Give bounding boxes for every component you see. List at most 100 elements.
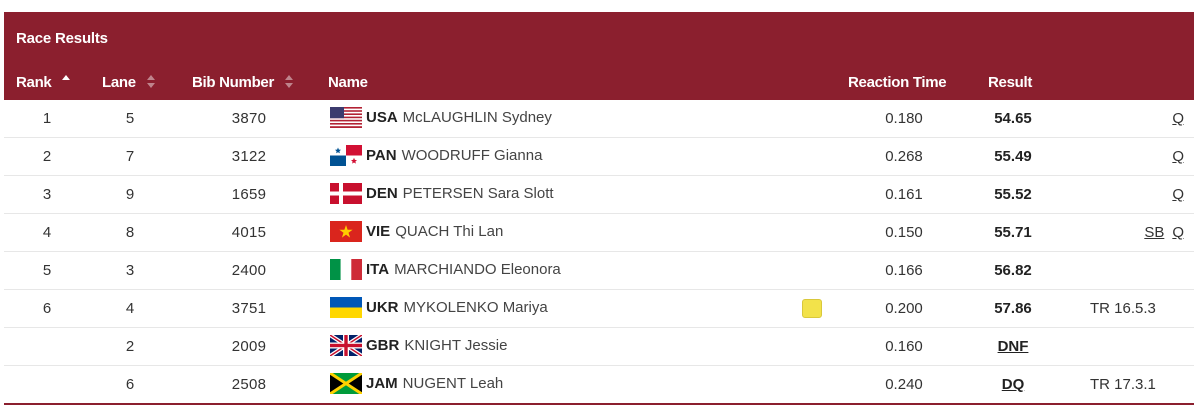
athlete-name[interactable]: MYKOLENKO Mariya — [403, 299, 548, 316]
top-spacer — [0, 0, 1200, 12]
table-row[interactable]: 6 4 3751 UKR MYKOLENKO Mariya 0.200 57.8… — [4, 290, 1194, 328]
result-cell: 54.65 — [994, 110, 1032, 127]
rank-cell: 3 — [42, 186, 52, 203]
rank-cell: 1 — [42, 110, 52, 127]
qualified-mark: Q — [1172, 224, 1184, 241]
vie-flag-icon — [330, 221, 362, 242]
athlete-name[interactable]: McLAUGHLIN Sydney — [402, 109, 552, 126]
result-cell[interactable]: DNF — [997, 338, 1029, 355]
column-header-rank[interactable]: Rank — [16, 74, 71, 91]
qualification-cell: SB Q — [1084, 224, 1184, 241]
athlete-name-cell[interactable]: ITA MARCHIANDO Eleonora — [330, 259, 561, 280]
result-cell: 57.86 — [994, 300, 1032, 317]
athlete-name-cell[interactable]: JAM NUGENT Leah — [330, 373, 503, 394]
results-header: Race Results Rank Lane Bib Number Name R… — [4, 12, 1194, 100]
lane-cell: 7 — [125, 148, 135, 165]
athlete-name[interactable]: KNIGHT Jessie — [404, 337, 508, 354]
rank-cell: 4 — [42, 224, 52, 241]
result-cell: 56.82 — [994, 262, 1032, 279]
athlete-name[interactable]: WOODRUFF Gianna — [401, 147, 543, 164]
table-row[interactable]: 3 9 1659 DEN PETERSEN Sara Slott 0.161 5… — [4, 176, 1194, 214]
bib-cell: 3122 — [231, 148, 267, 165]
column-headers: Rank Lane Bib Number Name Reaction Time … — [4, 70, 1194, 100]
results-table-body: 1 5 3870 USA McLAUGHLIN Sydney 0.180 54.… — [4, 100, 1194, 405]
lane-cell: 9 — [125, 186, 135, 203]
athlete-name[interactable]: NUGENT Leah — [402, 375, 504, 392]
result-cell[interactable]: DQ — [1001, 376, 1025, 393]
reaction-time-cell: 0.180 — [885, 110, 923, 127]
ita-flag-icon — [330, 259, 362, 280]
table-title: Race Results — [16, 30, 108, 47]
ukr-flag-icon — [330, 297, 362, 318]
lane-cell: 6 — [125, 376, 135, 393]
jam-flag-icon — [330, 373, 362, 394]
season-best-mark: SB — [1144, 224, 1165, 241]
athlete-name-cell[interactable]: VIE QUACH Thi Lan — [330, 221, 503, 242]
reaction-time-cell: 0.166 — [885, 262, 923, 279]
qualification-cell: Q — [1084, 148, 1184, 165]
noc-code: PAN — [366, 147, 397, 164]
pan-flag-icon — [330, 145, 362, 166]
lane-cell: 8 — [125, 224, 135, 241]
sort-icon[interactable] — [146, 75, 156, 89]
athlete-name[interactable]: MARCHIANDO Eleonora — [394, 261, 561, 278]
noc-code: VIE — [366, 223, 391, 240]
table-row[interactable]: 1 5 3870 USA McLAUGHLIN Sydney 0.180 54.… — [4, 100, 1194, 138]
column-header-reaction-time[interactable]: Reaction Time — [848, 74, 947, 91]
athlete-name-cell[interactable]: DEN PETERSEN Sara Slott — [330, 183, 554, 204]
result-cell: 55.71 — [994, 224, 1032, 241]
column-header-lane[interactable]: Lane — [102, 74, 156, 91]
reaction-time-cell: 0.268 — [885, 148, 923, 165]
rule-note: TR 17.3.1 — [1090, 376, 1156, 393]
bib-cell: 3870 — [231, 110, 267, 127]
den-flag-icon — [330, 183, 362, 204]
result-cell: 55.49 — [994, 148, 1032, 165]
athlete-name[interactable]: QUACH Thi Lan — [395, 223, 504, 240]
rank-cell: 5 — [42, 262, 52, 279]
table-row[interactable]: 2 2009 GBR KNIGHT Jessie 0. — [4, 328, 1194, 366]
noc-code: DEN — [366, 185, 398, 202]
noc-code: USA — [366, 109, 398, 126]
table-row[interactable]: 5 3 2400 ITA MARCHIANDO Eleonora 0.166 5… — [4, 252, 1194, 290]
column-header-name[interactable]: Name — [328, 74, 368, 91]
rank-cell: 6 — [42, 300, 52, 317]
bib-cell: 4015 — [231, 224, 267, 241]
athlete-name-cell[interactable]: UKR MYKOLENKO Mariya — [330, 297, 548, 318]
bib-cell: 2009 — [231, 338, 267, 355]
column-header-result[interactable]: Result — [988, 74, 1032, 91]
qualification-cell: Q — [1084, 110, 1184, 127]
column-header-result-label: Result — [988, 74, 1033, 91]
reaction-time-cell: 0.240 — [885, 376, 923, 393]
table-row[interactable]: 6 2508 JAM NUGENT Leah 0.240 DQ TR 17.3.… — [4, 366, 1194, 405]
gbr-flag-icon — [330, 335, 362, 356]
qualified-mark: Q — [1172, 148, 1184, 165]
column-header-bib[interactable]: Bib Number — [192, 74, 294, 91]
column-header-name-label: Name — [328, 74, 368, 91]
bib-cell: 3751 — [231, 300, 267, 317]
lane-cell: 2 — [125, 338, 135, 355]
yellow-card-icon — [802, 299, 822, 318]
qualification-cell: Q — [1084, 186, 1184, 203]
lane-cell: 4 — [125, 300, 135, 317]
column-header-reaction-label: Reaction Time — [848, 74, 947, 91]
noc-code: UKR — [366, 299, 399, 316]
column-header-lane-label: Lane — [102, 74, 136, 91]
reaction-time-cell: 0.200 — [885, 300, 923, 317]
table-row[interactable]: 4 8 4015 VIE QUACH Thi Lan 0.150 55.71 S… — [4, 214, 1194, 252]
sort-ascending-icon[interactable] — [61, 75, 71, 89]
bib-cell: 2508 — [231, 376, 267, 393]
athlete-name-cell[interactable]: USA McLAUGHLIN Sydney — [330, 107, 552, 128]
noc-code: GBR — [366, 337, 400, 354]
bib-cell: 2400 — [231, 262, 267, 279]
noc-code: ITA — [366, 261, 390, 278]
athlete-name-cell[interactable]: GBR KNIGHT Jessie — [330, 335, 507, 356]
table-row[interactable]: 2 7 3122 PAN WOODRUFF Gianna 0.268 55.49 — [4, 138, 1194, 176]
athlete-name-cell[interactable]: PAN WOODRUFF Gianna — [330, 145, 542, 166]
rule-note: TR 16.5.3 — [1090, 300, 1156, 317]
reaction-time-cell: 0.150 — [885, 224, 923, 241]
sort-icon[interactable] — [284, 75, 294, 89]
noc-code: JAM — [366, 375, 398, 392]
reaction-time-cell: 0.160 — [885, 338, 923, 355]
athlete-name[interactable]: PETERSEN Sara Slott — [402, 185, 554, 202]
